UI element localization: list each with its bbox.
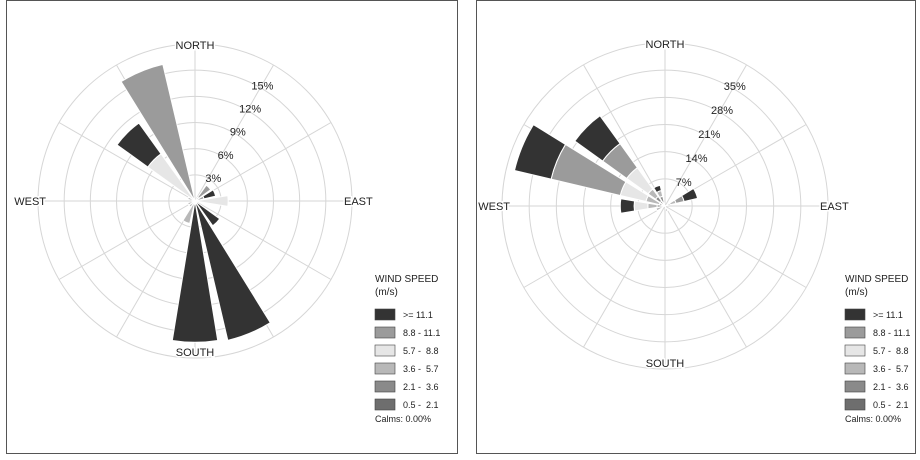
legend-swatch: [374, 308, 396, 321]
grid-spoke: [194, 200, 332, 280]
legend-entry-label: 3.6 - 5.7: [403, 364, 439, 374]
radial-tick-label: 7%: [676, 177, 692, 189]
compass-label-n: NORTH: [176, 40, 215, 52]
legend-units: (m/s): [845, 287, 868, 298]
petal-ene-bin-5: [202, 189, 217, 200]
legend-entry-label: 8.8 - 11.1: [873, 328, 910, 338]
legend-entry-label: 5.7 - 8.8: [873, 346, 909, 356]
petal-sse-bin-0: [664, 205, 669, 212]
compass-label-s: SOUTH: [176, 347, 215, 359]
legend-title: WIND SPEED: [845, 274, 908, 285]
legend-swatch: [844, 398, 866, 411]
legend-entry-label: 5.7 - 8.8: [403, 346, 439, 356]
radial-tick-label: 12%: [239, 104, 261, 116]
legend-swatch: [844, 380, 866, 393]
petal-s-bin-5: [171, 200, 219, 343]
petal-nw-bin-5: [574, 115, 621, 162]
radial-tick-label: 28%: [711, 105, 733, 117]
radial-tick-label: 21%: [698, 129, 720, 141]
petal-nnw-bin-5: [653, 184, 662, 194]
radial-tick-label: 35%: [724, 81, 746, 93]
petal-nw-bin-5: [116, 122, 162, 168]
legend-units: (m/s): [375, 287, 398, 298]
petal-sse-bin-5: [194, 200, 272, 341]
compass-label-n: NORTH: [646, 39, 685, 51]
radial-tick-label: 15%: [251, 80, 273, 92]
legend-swatch: [844, 308, 866, 321]
petal-wnw-bin-5: [513, 123, 567, 180]
legend-entry-label: 0.5 - 2.1: [403, 400, 439, 410]
petal-wsw-bin-2: [187, 200, 196, 206]
legend-swatch: [844, 344, 866, 357]
grid-spoke: [664, 205, 747, 348]
legend-entry-label: >= 11.1: [403, 310, 433, 320]
compass-label-e: EAST: [820, 201, 849, 213]
compass-label-w: WEST: [478, 201, 510, 213]
petal-se-bin-5: [194, 200, 221, 227]
compass-label-e: EAST: [344, 196, 373, 208]
petal-ssw-bin-2: [182, 200, 196, 225]
grid-spoke: [523, 205, 666, 288]
petal-e-bin-3: [194, 195, 229, 207]
compass-label-w: WEST: [14, 196, 46, 208]
legend-swatch: [374, 380, 396, 393]
legend-swatch: [374, 362, 396, 375]
petal-wsw-bin-2: [655, 205, 666, 212]
radial-tick-label: 3%: [205, 173, 221, 185]
petal-ene-bin-5: [681, 187, 699, 203]
grid-spoke: [583, 64, 666, 207]
legend-swatch: [374, 398, 396, 411]
radial-tick-label: 14%: [685, 153, 707, 165]
petal-nnw-bin-4: [120, 63, 196, 202]
legend-swatch: [374, 326, 396, 339]
wind-rose-panel-left: 3% 6% 9% 12% 15% NORTH SOUTH WEST EAST WIND SPEED…: [6, 0, 458, 454]
legend-swatch: [844, 362, 866, 375]
calms-label: Calms: 0.00%: [375, 414, 431, 424]
radial-tick-label: 6%: [218, 150, 234, 162]
legend-title: WIND SPEED: [375, 274, 438, 285]
radial-tick-label: 9%: [230, 127, 246, 139]
legend-entry-label: 3.6 - 5.7: [873, 364, 909, 374]
legend-entry-label: 2.1 - 3.6: [873, 382, 909, 392]
calms-label: Calms: 0.00%: [845, 414, 901, 424]
grid-spoke: [664, 205, 807, 288]
grid-spoke: [58, 122, 196, 202]
legend-entry-label: 0.5 - 2.1: [873, 400, 909, 410]
grid-spoke: [194, 122, 332, 202]
legend-entry-label: 2.1 - 3.6: [403, 382, 439, 392]
petal-w-bin-5: [619, 198, 636, 214]
petal-w-bin-3: [633, 200, 649, 212]
grid-spoke: [194, 64, 274, 202]
legend-entry-label: 8.8 - 11.1: [403, 328, 440, 338]
petal-ne-bin-4: [197, 184, 212, 199]
grid-spoke: [664, 64, 747, 207]
grid-spoke: [58, 200, 196, 280]
grid-spoke: [583, 205, 666, 348]
wind-rose-panel-right: 7% 14% 21% 28% 35% NORTH SOUTH WEST EAST WIND SPE…: [476, 0, 916, 454]
wind-rose-chart-right: 7% 14% 21% 28% 35% NORTH SOUTH WEST EAST WIND SPE…: [477, 38, 911, 425]
legend-swatch: [844, 326, 866, 339]
wind-rose-chart-left: 3% 6% 9% 12% 15% NORTH SOUTH WEST EAST WIND SPEED…: [13, 39, 441, 425]
grid-spoke: [116, 200, 196, 338]
legend-entry-label: >= 11.1: [873, 310, 903, 320]
legend-swatch: [374, 344, 396, 357]
compass-label-s: SOUTH: [646, 358, 685, 370]
